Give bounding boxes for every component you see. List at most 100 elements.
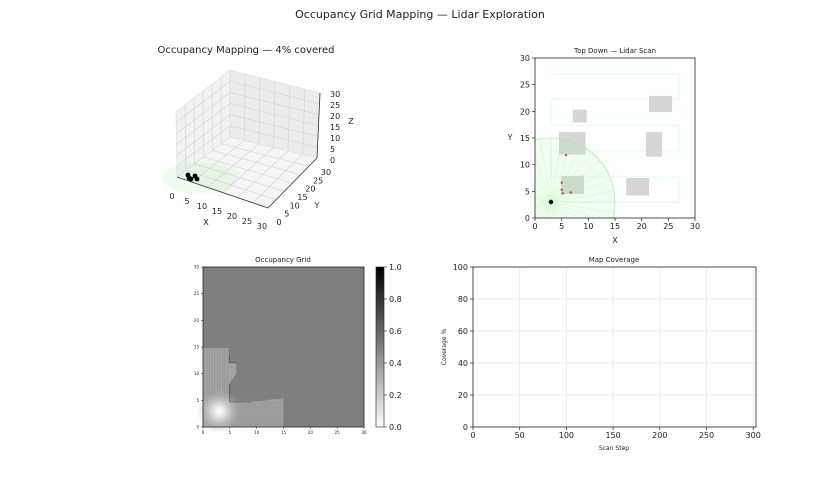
scan-ray — [550, 201, 565, 218]
x-tick-label: 0 — [202, 430, 205, 435]
scan-ray — [535, 173, 552, 203]
x-tick-label: 30 — [361, 430, 367, 435]
obstacle — [645, 132, 662, 157]
x-tick: 30 — [257, 222, 267, 231]
x-axis-line — [176, 176, 269, 209]
occupancy-title: Occupancy Grid — [255, 256, 311, 264]
scan-ray — [535, 201, 552, 216]
y-tick-label: 100 — [453, 263, 468, 272]
scan-ray — [535, 182, 552, 203]
robot-point — [186, 175, 192, 181]
scan-ray — [550, 201, 557, 218]
scan-ray — [550, 146, 584, 203]
x-tick-label: 5 — [229, 430, 232, 435]
lidar-hit — [560, 181, 563, 184]
axes-frame — [472, 266, 757, 428]
scan-ray — [550, 201, 571, 218]
x-tick-label: 20 — [308, 430, 314, 435]
y-tick-label: 60 — [458, 327, 468, 336]
x-tick-label: 150 — [605, 431, 620, 440]
suptitle: Occupancy Grid Mapping — Lidar Explorati… — [295, 8, 545, 21]
x-tick-label: 30 — [690, 222, 700, 231]
colorbar — [375, 266, 385, 428]
scan-ray — [541, 201, 552, 218]
planned-path — [550, 73, 680, 203]
x-tick-label: 15 — [281, 430, 287, 435]
gridline — [229, 80, 320, 105]
scan-ray — [550, 160, 601, 203]
x-tick-label: 0 — [532, 222, 537, 231]
y-tick: 25 — [313, 176, 323, 185]
y-tick-label: 15 — [520, 134, 530, 143]
colorbar-tick-label: 0.8 — [389, 295, 402, 304]
y-tick-label: 25 — [194, 291, 200, 296]
scan-area — [162, 162, 238, 194]
y-tick: 30 — [321, 168, 331, 177]
x-tick-label: 250 — [699, 431, 714, 440]
3d-axes: Occupancy Mapping — 4% covered 051015202… — [157, 45, 354, 231]
z-label: Z — [348, 117, 354, 126]
z-tick: 5 — [330, 145, 335, 154]
y-tick-label: 10 — [520, 161, 530, 170]
scan-ray — [550, 201, 615, 214]
colorbar-tick-label: 0.4 — [389, 359, 402, 368]
robot-free-glow — [197, 389, 242, 433]
obstacle — [572, 109, 587, 123]
y-tick-label: 10 — [194, 371, 200, 376]
x-tick-label: 20 — [637, 222, 647, 231]
robot-marker — [548, 199, 554, 205]
x-tick-label: 10 — [583, 222, 593, 231]
x-tick-label: 15 — [610, 222, 620, 231]
occupied-cells — [228, 355, 238, 364]
x-label: X — [203, 218, 209, 227]
coverage-xlabel: Scan Step — [599, 445, 629, 452]
scan-ray — [550, 169, 607, 203]
x-tick: 20 — [227, 212, 237, 221]
z-tick: 25 — [330, 101, 340, 110]
x-tick-label: 10 — [254, 430, 260, 435]
lidar-scan — [535, 137, 616, 218]
x-tick-label: 200 — [652, 431, 667, 440]
top-down-axes: Top Down — Lidar Scan X Y 0 5 10 15 20 25 30 0 5… — [507, 47, 701, 245]
colorbar-tick-label: 0.6 — [389, 327, 402, 336]
gridline — [175, 80, 231, 124]
scan-ray — [535, 201, 552, 208]
x-tick-label: 25 — [335, 430, 341, 435]
top-down-xlabel: X — [612, 236, 618, 245]
scan-ray — [550, 179, 612, 203]
scan-ray — [545, 201, 552, 218]
y-tick-label: 0 — [463, 423, 468, 432]
scan-ray — [535, 196, 552, 203]
colorbar-tick-label: 0.2 — [389, 391, 402, 400]
y-tick: 20 — [305, 185, 315, 194]
y-tick-label: 30 — [194, 265, 200, 270]
scan-ray — [550, 201, 596, 218]
scan-ray — [550, 190, 615, 203]
z-tick: 30 — [330, 90, 340, 99]
scan-ray — [550, 201, 561, 218]
x-tick-label: 0 — [470, 431, 475, 440]
x-tick-label: 25 — [663, 222, 673, 231]
scan-ray — [535, 201, 552, 212]
y-label: Y — [314, 201, 320, 210]
x-tick: 0 — [169, 192, 174, 201]
scan-ray — [550, 141, 574, 203]
coverage-ylabel: Coverage % — [441, 329, 448, 366]
gridline — [221, 143, 309, 167]
x-tick-label: 5 — [559, 222, 564, 231]
lidar-hit — [561, 192, 564, 195]
y-axis-line — [267, 157, 318, 209]
colorbar-tick-label: 1.0 — [389, 263, 402, 272]
occupancy-grid-axes: Occupancy Grid 0 5 10 15 20 25 30 0 5 10 15 20 25 30 0… — [194, 256, 402, 435]
scan-ray — [550, 138, 563, 203]
y-tick: 10 — [290, 201, 300, 210]
coverage-title: Map Coverage — [589, 256, 640, 264]
top-down-title: Top Down — Lidar Scan — [573, 47, 656, 55]
y-tick-label: 25 — [520, 81, 530, 90]
scan-ray — [535, 157, 552, 203]
y-tick: 15 — [297, 193, 307, 202]
scan-ray — [535, 192, 552, 203]
scan-ray — [537, 201, 552, 218]
y-tick: 0 — [276, 218, 281, 227]
